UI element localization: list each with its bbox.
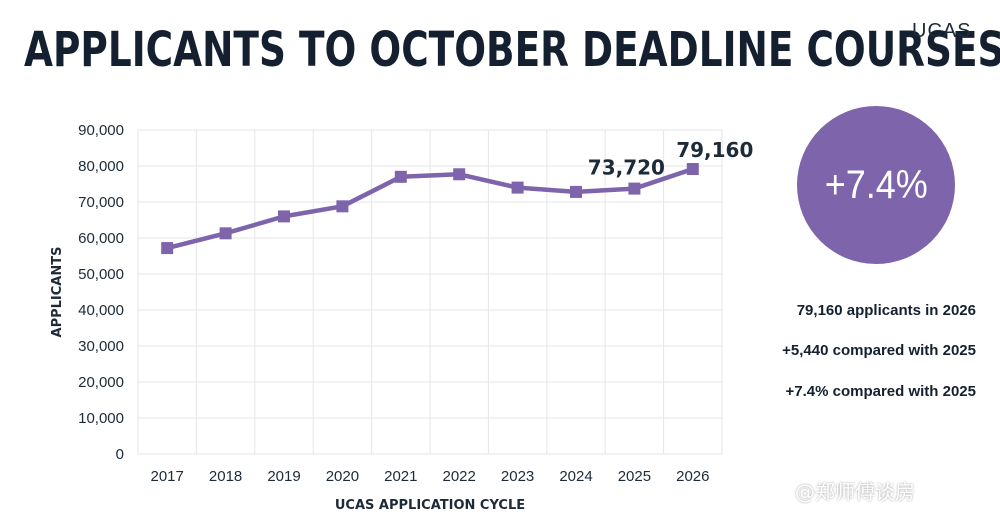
- data-point: [686, 163, 699, 176]
- y-tick-label: 60,000: [78, 230, 124, 247]
- x-tick-label: 2026: [676, 468, 709, 485]
- data-point: [394, 170, 407, 183]
- y-tick-label: 10,000: [78, 410, 124, 427]
- data-point: [453, 168, 466, 181]
- data-label: 73,720: [588, 156, 665, 180]
- x-tick-label: 2022: [443, 468, 476, 485]
- data-point: [161, 242, 174, 255]
- chart-data-labels: 73,720 79,160: [588, 138, 754, 180]
- x-axis-title: UCAS APPLICATION CYCLE: [335, 498, 525, 513]
- y-axis-ticks: 0 10,000 20,000 30,000 40,000 50,000 60,000 70,…: [78, 122, 124, 463]
- stat-change-percent: +7.4% compared with 2025: [785, 383, 976, 400]
- data-point: [219, 227, 232, 240]
- y-tick-label: 70,000: [78, 194, 124, 211]
- y-tick-label: 80,000: [78, 158, 124, 175]
- watermark: @郑师傅谈房: [795, 480, 915, 504]
- page-title: APPLICANTS TO OCTOBER DEADLINE COURSES: [24, 22, 1000, 78]
- x-tick-label: 2018: [209, 468, 242, 485]
- y-tick-label: 20,000: [78, 374, 124, 391]
- y-tick-label: 30,000: [78, 338, 124, 355]
- data-point: [628, 182, 641, 195]
- x-tick-label: 2017: [151, 468, 184, 485]
- data-label: 79,160: [676, 138, 753, 162]
- y-tick-label: 40,000: [78, 302, 124, 319]
- x-tick-label: 2023: [501, 468, 534, 485]
- x-tick-label: 2025: [618, 468, 651, 485]
- x-tick-label: 2021: [384, 468, 417, 485]
- change-highlight-circle: +7.4%: [797, 106, 955, 264]
- change-highlight-value: +7.4%: [824, 162, 928, 207]
- data-point: [278, 210, 290, 223]
- series-line: [166, 166, 694, 251]
- y-tick-label: 0: [116, 446, 124, 463]
- y-tick-label: 90,000: [78, 122, 124, 139]
- x-axis-ticks: 2017 2018 2019 2020 2021 2022 2023 2024 2025 2026: [151, 468, 710, 485]
- data-point: [570, 185, 582, 198]
- data-point: [336, 200, 349, 213]
- chart-grid: [137, 129, 723, 455]
- chart-series: [161, 163, 699, 255]
- stat-applicants-2026: 79,160 applicants in 2026: [796, 302, 976, 319]
- x-tick-label: 2019: [267, 468, 300, 485]
- y-axis-title: APPLICANTS: [50, 247, 65, 338]
- stat-change-absolute: +5,440 compared with 2025: [782, 342, 976, 359]
- ucas-logo: UCAS: [912, 20, 972, 42]
- x-tick-label: 2024: [559, 468, 592, 485]
- x-tick-label: 2020: [326, 468, 359, 485]
- data-point: [511, 181, 524, 194]
- y-tick-label: 50,000: [78, 266, 124, 283]
